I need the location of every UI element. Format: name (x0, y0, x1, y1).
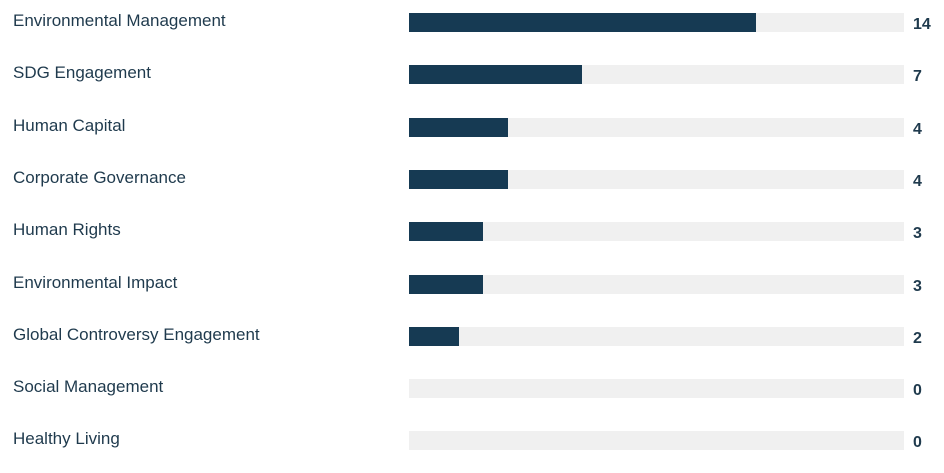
value-label: 2 (913, 329, 922, 347)
category-label: Environmental Impact (13, 272, 178, 292)
value-label: 4 (913, 172, 922, 190)
bar-track (409, 117, 904, 137)
bar-track (409, 326, 904, 346)
bar (409, 65, 583, 85)
bar-track (409, 169, 904, 189)
bar (409, 326, 459, 346)
category-label: Corporate Governance (13, 167, 186, 187)
category-label: Human Rights (13, 220, 121, 240)
value-label: 14 (913, 16, 931, 33)
category-label: Environmental Management (13, 11, 226, 30)
bar-row: SDG Engagement 7 (0, 55, 944, 107)
bar-row: Human Rights 3 (0, 212, 944, 264)
bar (409, 117, 508, 137)
category-label: Healthy Living (13, 429, 120, 449)
bar-track (409, 65, 904, 85)
category-label: Global Controversy Engagement (13, 324, 260, 344)
bar (409, 169, 508, 189)
bar-track (409, 222, 904, 242)
bar-track (409, 13, 904, 32)
bar-row: Corporate Governance 4 (0, 160, 944, 212)
bar-track (409, 379, 904, 399)
bar-row: Global Controversy Engagement 2 (0, 317, 944, 369)
value-label: 4 (913, 120, 922, 138)
bar-row: Environmental Management 14 (0, 3, 944, 55)
category-label: Human Capital (13, 115, 126, 135)
category-label: Social Management (13, 377, 164, 397)
bar (409, 222, 484, 242)
bar (409, 13, 756, 32)
bar-row: Human Capital 4 (0, 108, 944, 160)
value-label: 3 (913, 225, 922, 243)
bar-track (409, 274, 904, 294)
value-label: 0 (913, 382, 922, 400)
category-label: SDG Engagement (13, 63, 151, 83)
value-label: 7 (913, 68, 922, 86)
bar-row: Environmental Impact 3 (0, 265, 944, 317)
bar-track (409, 431, 904, 451)
bar-chart: Environmental Management 14 SDG Engagement… (0, 3, 944, 451)
bar-row: Healthy Living 0 (0, 421, 944, 473)
value-label: 0 (913, 434, 922, 452)
value-label: 3 (913, 277, 922, 295)
bar-row: Social Management 0 (0, 369, 944, 421)
bar (409, 274, 484, 294)
